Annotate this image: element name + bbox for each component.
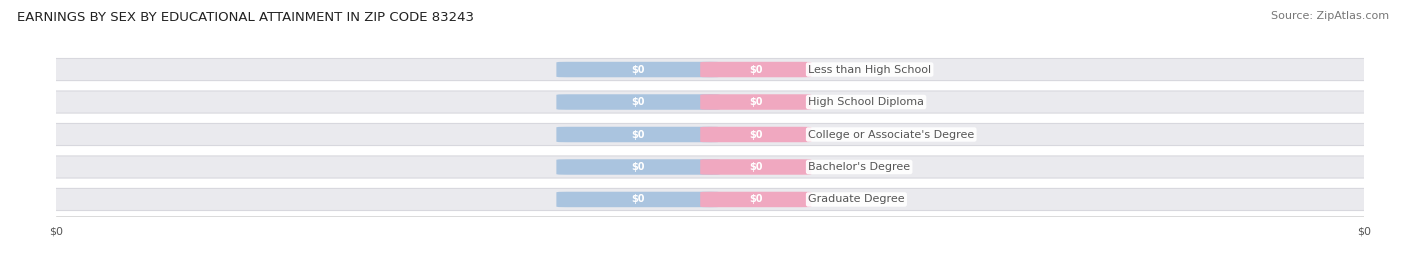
FancyBboxPatch shape bbox=[557, 94, 720, 110]
Text: Bachelor's Degree: Bachelor's Degree bbox=[808, 162, 910, 172]
FancyBboxPatch shape bbox=[37, 188, 1384, 211]
Text: $0: $0 bbox=[631, 194, 645, 204]
FancyBboxPatch shape bbox=[700, 94, 811, 110]
FancyBboxPatch shape bbox=[37, 58, 1384, 81]
FancyBboxPatch shape bbox=[37, 156, 1384, 178]
FancyBboxPatch shape bbox=[557, 127, 720, 142]
FancyBboxPatch shape bbox=[700, 192, 811, 207]
FancyBboxPatch shape bbox=[700, 127, 811, 142]
Text: Less than High School: Less than High School bbox=[808, 65, 931, 75]
Text: Source: ZipAtlas.com: Source: ZipAtlas.com bbox=[1271, 11, 1389, 21]
FancyBboxPatch shape bbox=[37, 91, 1384, 113]
Text: High School Diploma: High School Diploma bbox=[808, 97, 924, 107]
Text: $0: $0 bbox=[749, 129, 762, 140]
Text: $0: $0 bbox=[749, 97, 762, 107]
Text: $0: $0 bbox=[631, 65, 645, 75]
Text: $0: $0 bbox=[749, 194, 762, 204]
FancyBboxPatch shape bbox=[557, 192, 720, 207]
Text: Graduate Degree: Graduate Degree bbox=[808, 194, 904, 204]
Text: $0: $0 bbox=[749, 65, 762, 75]
FancyBboxPatch shape bbox=[557, 62, 720, 77]
FancyBboxPatch shape bbox=[700, 62, 811, 77]
FancyBboxPatch shape bbox=[700, 159, 811, 175]
FancyBboxPatch shape bbox=[557, 159, 720, 175]
Text: $0: $0 bbox=[631, 129, 645, 140]
Text: EARNINGS BY SEX BY EDUCATIONAL ATTAINMENT IN ZIP CODE 83243: EARNINGS BY SEX BY EDUCATIONAL ATTAINMEN… bbox=[17, 11, 474, 24]
Text: $0: $0 bbox=[631, 97, 645, 107]
Text: $0: $0 bbox=[631, 162, 645, 172]
Text: $0: $0 bbox=[749, 162, 762, 172]
FancyBboxPatch shape bbox=[37, 123, 1384, 146]
Text: College or Associate's Degree: College or Associate's Degree bbox=[808, 129, 974, 140]
